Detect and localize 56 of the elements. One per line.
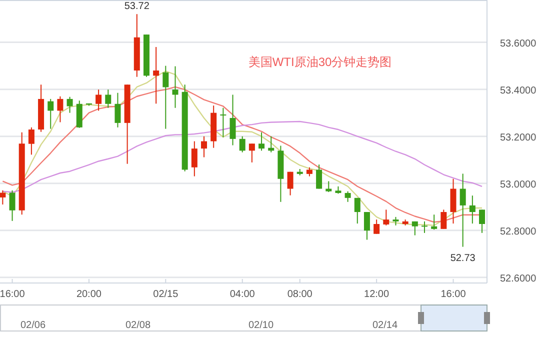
candlestick [201,136,208,158]
text: 02/08 [125,320,151,331]
candlestick [172,66,178,108]
y-tick-label: 52.8000 [500,226,537,238]
candlestick [374,219,380,234]
candlestick [220,107,226,138]
annotation: 53.72 [124,1,150,12]
candlestick [96,89,102,112]
y-tick-label: 53.0000 [500,179,537,190]
candlestick [383,209,390,226]
candlestick [469,195,476,224]
x-tick-label: 08:00 [287,289,313,300]
candlestick [287,171,294,196]
annotation: 52.73 [450,252,476,264]
candlestick [364,212,370,240]
candlestick [431,214,438,230]
candlestick [114,92,121,128]
text: 02/06 [20,320,46,331]
candlestick [421,220,428,234]
y-tick-label: 53.2000 [500,132,537,144]
candlestick [48,98,54,130]
text: 02/10 [248,320,274,331]
candlestick [239,136,246,153]
candlestick [460,173,466,248]
candlestick [153,46,160,104]
candlestick [230,94,236,146]
candlestick [316,164,322,190]
candlestick [258,132,265,152]
candlestick [28,126,34,156]
candlestick [412,220,418,236]
candlestick [9,190,16,222]
candlestick [76,100,82,128]
candlestick [440,209,447,230]
candlestick [105,89,112,108]
candlestick [248,143,255,163]
candlestick [57,96,64,123]
x-tick-label: 02/15 [153,289,179,300]
x-tick-label: 12:00 [364,289,390,300]
y-tick-label: 53.6000 [500,38,537,50]
y-tick-label: 52.6000 [500,273,537,284]
candlestick [344,190,351,202]
x-tick-label: 16:00 [440,289,466,300]
candlestick [0,190,6,205]
y-tick-label: 53.4000 [500,85,537,96]
x-tick-label: 04:00 [230,289,256,300]
candlestick [66,96,73,114]
text: 美国WTI原油30分钟走势图 [248,55,392,69]
candlestick [354,197,360,224]
x-tick-label: 20:00 [76,289,102,300]
candlestick [450,178,456,224]
candlestick [162,65,169,130]
text: 02/14 [372,320,398,331]
x-tick-label: 16:00 [0,289,26,300]
candlestick [191,140,198,177]
candlestick [326,180,332,193]
candlestick [479,209,486,234]
